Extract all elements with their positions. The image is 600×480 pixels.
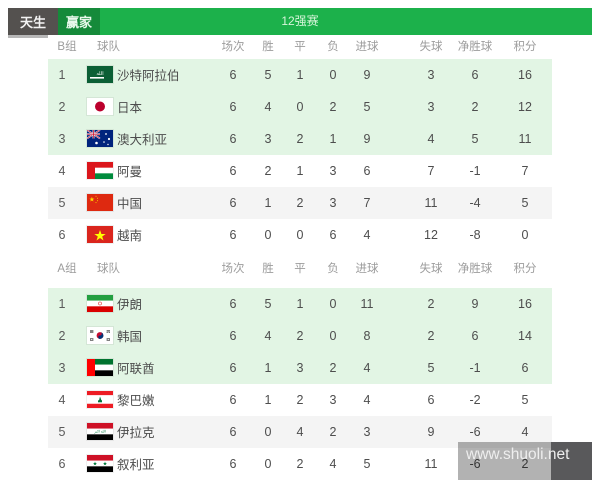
svg-text:الله اكبر: الله اكبر xyxy=(93,430,105,434)
svg-text:الله: الله xyxy=(96,71,103,77)
